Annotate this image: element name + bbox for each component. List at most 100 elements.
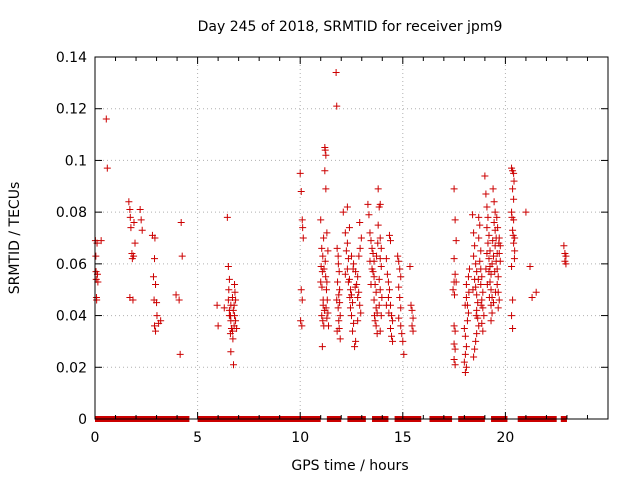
data-point <box>398 330 406 338</box>
data-point <box>175 296 183 304</box>
data-point <box>367 237 375 245</box>
data-point <box>318 244 326 252</box>
y-tick-label: 0.12 <box>56 102 87 118</box>
data-point <box>225 286 233 294</box>
data-point <box>377 262 385 270</box>
data-point <box>461 350 469 358</box>
data-point <box>450 356 458 364</box>
data-point <box>317 216 325 224</box>
data-point <box>388 332 396 340</box>
chart-title: Day 245 of 2018, SRMTID for receiver jpm… <box>198 19 503 35</box>
data-point <box>127 224 135 232</box>
data-point <box>346 293 354 301</box>
data-point <box>494 273 502 281</box>
data-point <box>495 296 503 304</box>
data-point <box>509 325 517 332</box>
data-point <box>375 275 383 283</box>
data-point <box>350 319 358 327</box>
data-point <box>460 325 468 332</box>
data-point <box>172 291 180 299</box>
data-point <box>461 301 469 309</box>
data-point <box>409 327 417 335</box>
data-point <box>157 317 165 325</box>
data-point <box>93 296 101 304</box>
data-point <box>346 286 354 294</box>
data-point <box>484 213 492 221</box>
data-point <box>377 312 385 320</box>
data-point <box>451 327 459 335</box>
data-point <box>509 226 517 234</box>
data-point <box>510 169 518 177</box>
x-tick-label: 20 <box>496 430 514 446</box>
data-point <box>395 314 403 322</box>
data-point <box>130 252 138 260</box>
data-point <box>376 255 384 263</box>
data-point <box>335 268 343 276</box>
data-point <box>396 265 404 273</box>
data-point <box>224 262 232 270</box>
data-point <box>333 296 341 304</box>
data-point <box>229 335 237 343</box>
data-point <box>461 368 469 376</box>
data-point <box>335 317 343 325</box>
data-point <box>478 296 486 304</box>
data-point <box>481 172 489 180</box>
data-point <box>323 296 331 304</box>
data-point <box>296 169 304 177</box>
y-tick-label: 0.04 <box>56 309 87 325</box>
data-point <box>508 312 516 320</box>
data-point <box>321 257 329 265</box>
data-point <box>298 296 306 304</box>
data-point <box>334 260 342 268</box>
data-point <box>299 224 307 232</box>
data-point <box>138 226 146 234</box>
data-point <box>462 293 470 301</box>
data-point <box>298 322 306 330</box>
data-point <box>479 327 487 335</box>
data-point <box>477 247 485 255</box>
data-point <box>370 312 378 320</box>
data-point <box>395 283 403 291</box>
data-point <box>335 291 343 299</box>
data-point <box>230 361 238 369</box>
data-point <box>336 335 344 343</box>
data-point <box>389 317 397 325</box>
data-point <box>472 312 480 320</box>
data-point <box>385 286 393 294</box>
data-point <box>474 275 482 283</box>
data-point <box>452 278 460 286</box>
data-point <box>450 185 458 193</box>
data-point <box>349 265 357 273</box>
data-point <box>339 208 347 216</box>
data-point <box>136 206 144 214</box>
data-point <box>383 270 391 278</box>
data-point <box>510 195 518 203</box>
data-point <box>477 281 485 289</box>
y-tick-label: 0 <box>78 412 87 428</box>
data-point <box>450 255 458 263</box>
data-point <box>395 257 403 265</box>
x-axis-label: GPS time / hours <box>291 458 408 474</box>
data-point <box>475 234 483 242</box>
data-point <box>126 206 134 214</box>
data-point <box>463 317 471 325</box>
data-point <box>322 151 330 159</box>
data-point <box>509 231 517 239</box>
data-point <box>125 198 133 206</box>
data-point <box>450 340 458 348</box>
data-point <box>473 268 481 276</box>
plot-frame <box>94 56 609 420</box>
data-point <box>373 252 381 260</box>
data-point <box>369 268 377 276</box>
grid <box>95 57 608 419</box>
data-point <box>491 208 499 216</box>
data-point <box>367 281 375 289</box>
data-point <box>351 343 359 351</box>
data-point <box>151 234 159 242</box>
data-point <box>528 293 536 301</box>
data-point <box>227 301 235 309</box>
data-point <box>473 330 481 338</box>
data-point <box>372 322 380 330</box>
data-point <box>333 327 341 335</box>
